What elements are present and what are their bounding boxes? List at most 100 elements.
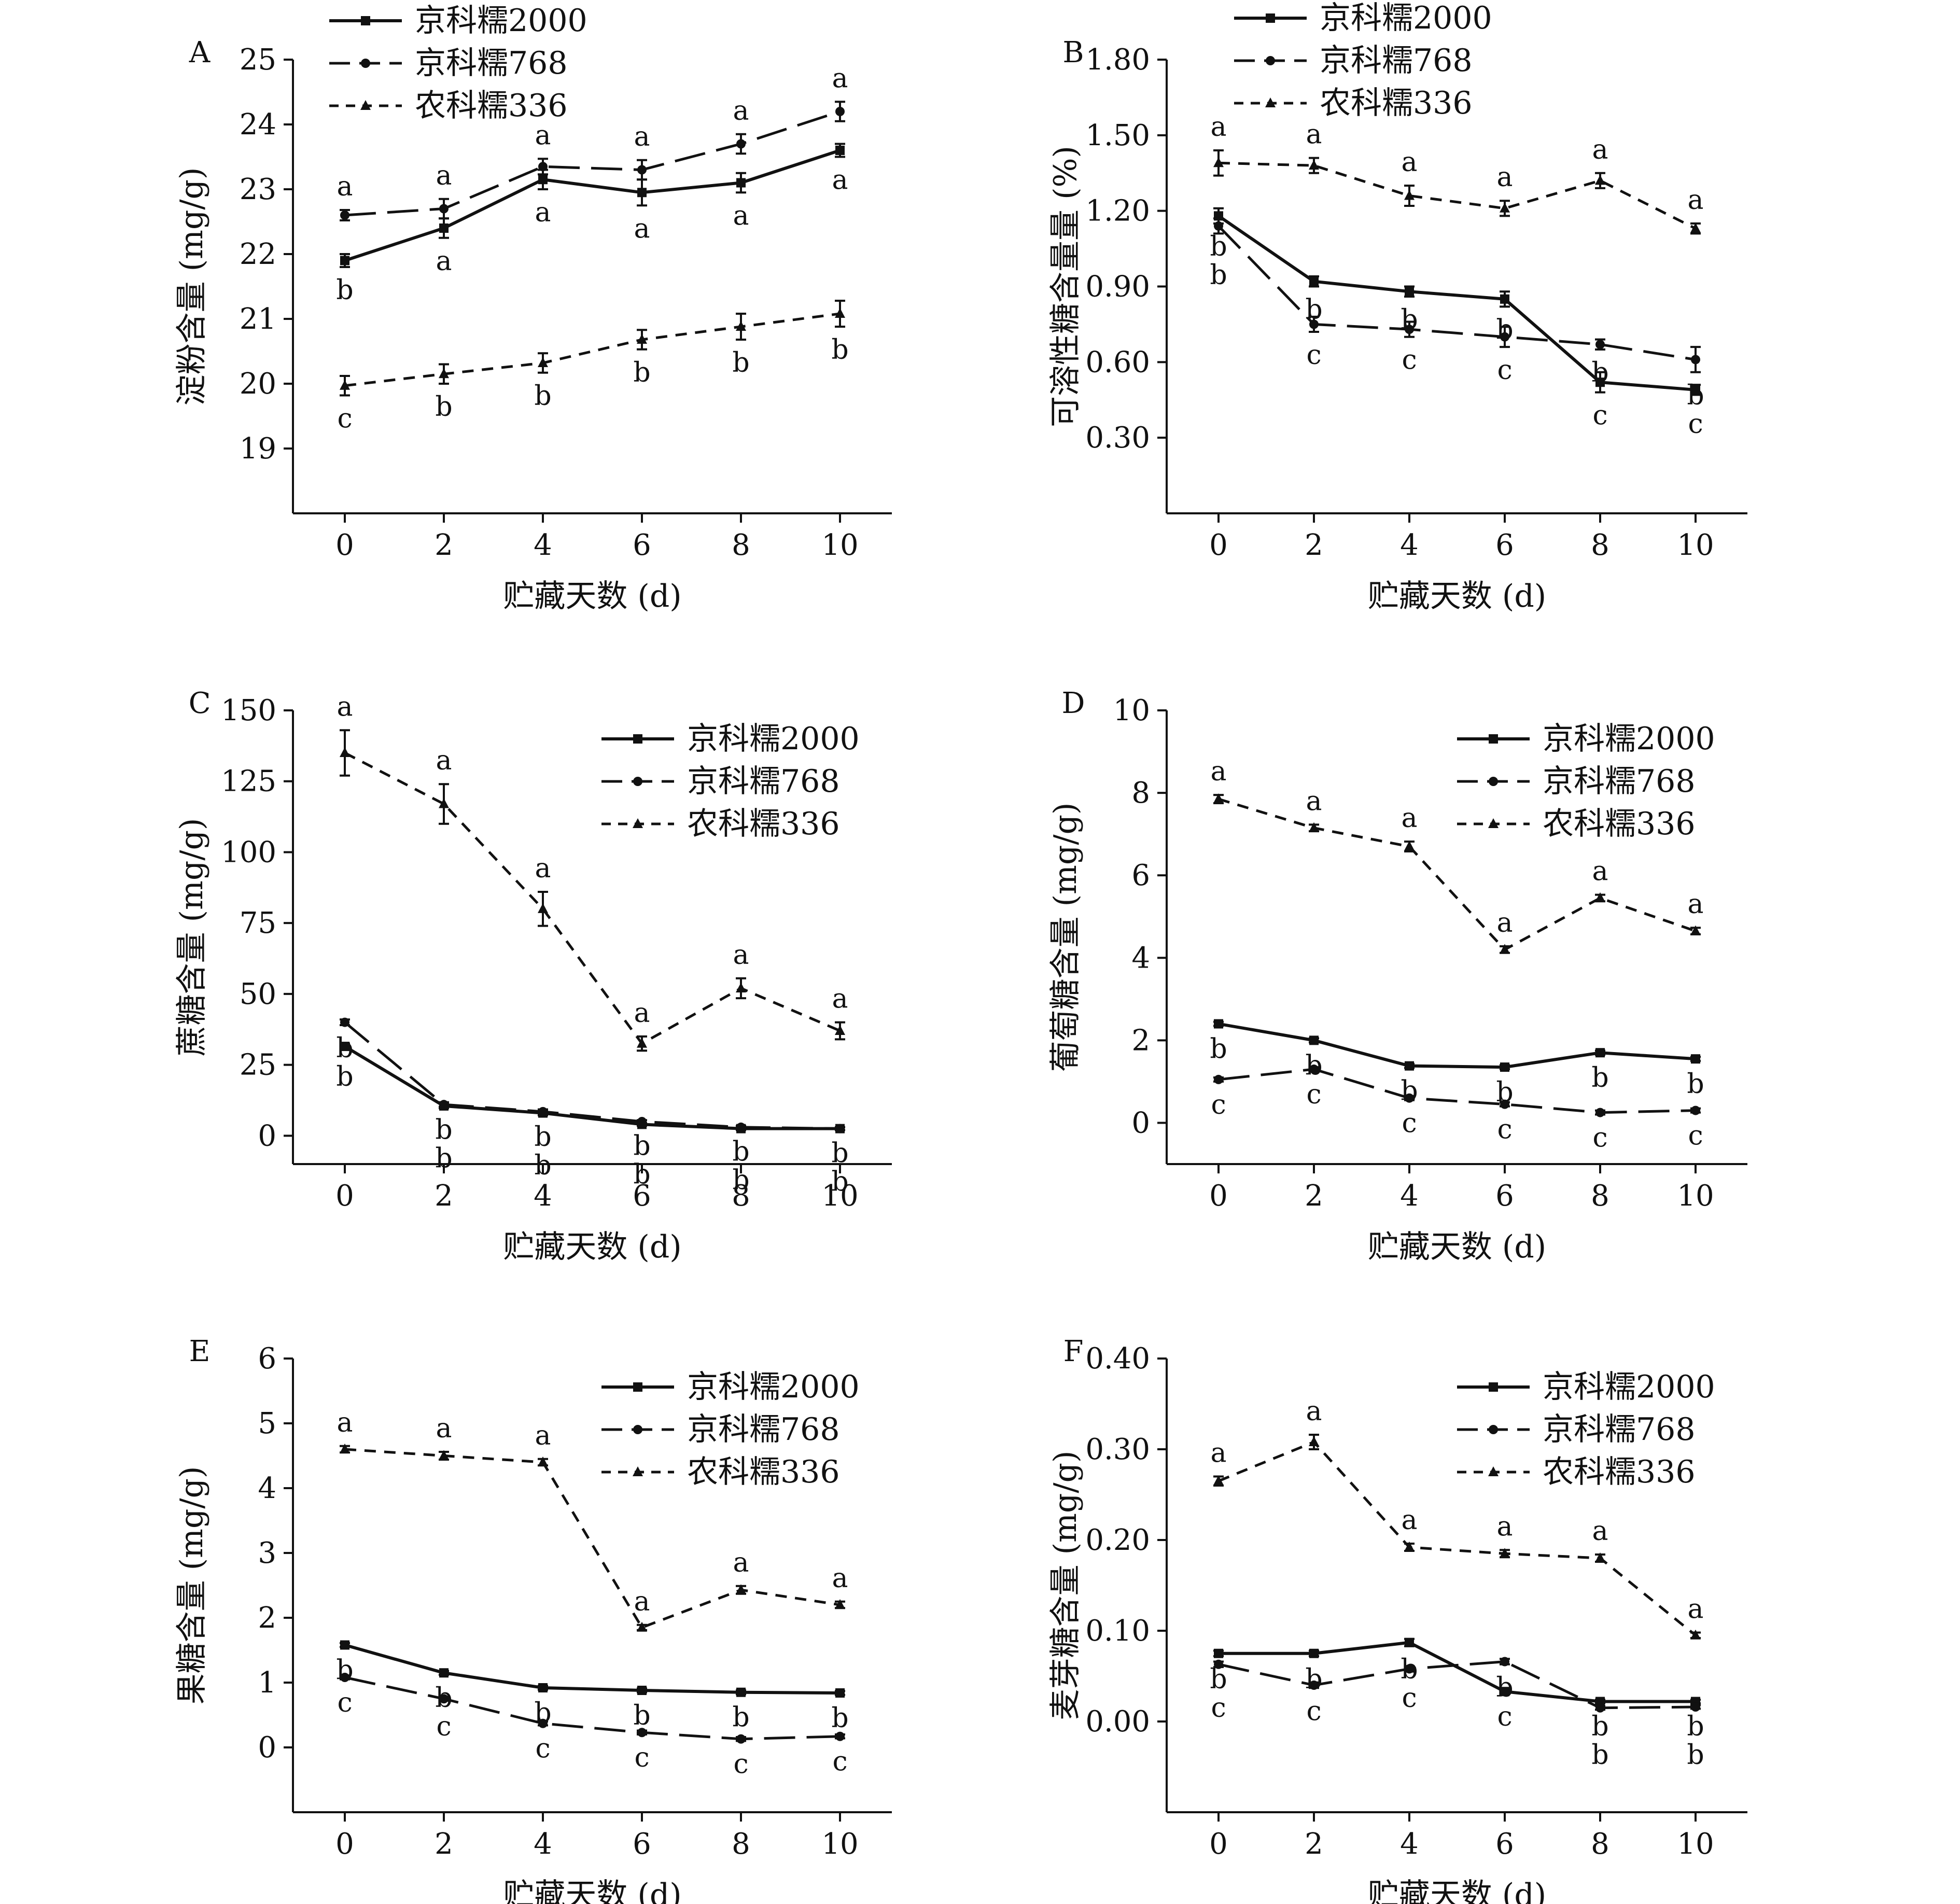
series-0 — [340, 1640, 845, 1698]
marker-circle — [1214, 1074, 1223, 1084]
significance-letter: a — [634, 121, 650, 152]
panel-letter: F — [1063, 1335, 1084, 1368]
significance-letter: c — [1497, 1114, 1512, 1145]
significance-letter: c — [1688, 1121, 1703, 1152]
series-2 — [340, 300, 845, 397]
marker-square — [361, 16, 370, 25]
panel-f: 0.00 0.10 0.20 0.30 0.40 0 2 4 6 8 10 贮藏天数 (d) 麦芽糖含量… — [1047, 1335, 1747, 1904]
marker-circle — [1214, 221, 1223, 231]
marker-triangle — [835, 1599, 845, 1609]
y-tick-label: 50 — [240, 977, 276, 1011]
significance-letter: b — [1591, 1740, 1608, 1771]
x-tick-label: 10 — [1677, 1827, 1714, 1861]
significance-letter: b — [633, 1159, 650, 1191]
y-tick-label: 0.30 — [1085, 1433, 1150, 1466]
x-tick-label: 8 — [732, 1827, 750, 1861]
significance-letter: a — [337, 171, 353, 202]
significance-letter: b — [1401, 1654, 1418, 1685]
marker-circle — [1691, 1105, 1700, 1115]
significance-letter: a — [733, 200, 749, 231]
marker-triangle — [340, 1444, 350, 1453]
marker-circle — [736, 1122, 746, 1132]
y-axis-label: 果糖含量 (mg/g) — [174, 1466, 210, 1705]
significance-letter: a — [1306, 1396, 1322, 1427]
y-tick-label: 20 — [240, 367, 276, 401]
marker-triangle — [633, 818, 643, 828]
significance-letter: a — [634, 1586, 650, 1617]
series-2 — [340, 729, 845, 1052]
series-1 — [340, 101, 845, 221]
series-line — [1217, 214, 1696, 391]
marker-square — [538, 1683, 548, 1692]
significance-letter: b — [435, 391, 452, 423]
significance-letter: c — [634, 1742, 649, 1773]
marker-square — [1500, 1687, 1509, 1697]
marker-square — [439, 223, 449, 233]
significance-letter: c — [337, 403, 352, 435]
marker-square — [1691, 385, 1700, 395]
panel-letter: A — [189, 36, 211, 69]
marker-square — [1489, 734, 1498, 744]
legend-label: 农科糯336 — [687, 1454, 840, 1490]
x-tick-label: 10 — [1677, 1179, 1714, 1213]
legend-label: 京科糯2000 — [1320, 0, 1492, 36]
significance-letter: b — [1687, 1740, 1704, 1771]
x-tick-label: 10 — [821, 1179, 858, 1213]
significance-letter: b — [1496, 1672, 1513, 1703]
marker-square — [1405, 1637, 1414, 1647]
y-axis-label: 葡萄糖含量 (mg/g) — [1047, 803, 1084, 1072]
significance-letter: c — [1306, 1696, 1321, 1727]
series-0 — [1213, 207, 1701, 396]
series-line — [1218, 797, 1696, 951]
significance-letter: b — [534, 1698, 551, 1729]
significance-letter: a — [436, 160, 452, 191]
x-tick-label: 2 — [435, 1179, 453, 1213]
y-tick-label: 1 — [258, 1666, 276, 1700]
marker-triangle — [439, 1450, 449, 1460]
marker-triangle — [637, 1038, 647, 1048]
marker-square — [1309, 1648, 1319, 1658]
series-line — [344, 110, 841, 217]
y-tick-label: 75 — [240, 906, 276, 940]
y-tick-label: 0.00 — [1085, 1705, 1150, 1739]
series-0 — [1213, 1019, 1701, 1072]
y-tick-label: 125 — [221, 765, 276, 799]
y-tick-label: 6 — [258, 1342, 276, 1376]
x-tick-label: 6 — [633, 528, 651, 562]
marker-square — [538, 175, 548, 185]
marker-triangle — [439, 798, 449, 808]
marker-triangle — [1488, 818, 1499, 828]
x-tick-label: 6 — [1495, 1827, 1514, 1861]
marker-triangle — [1595, 1552, 1605, 1562]
significance-letter: b — [831, 334, 848, 366]
y-tick-label: 8 — [1131, 776, 1150, 810]
significance-letter: b — [732, 1137, 749, 1168]
marker-circle — [361, 59, 370, 68]
marker-circle — [1214, 1659, 1223, 1669]
series-line — [1219, 1641, 1696, 1703]
x-tick-label: 4 — [534, 528, 552, 562]
significance-letter: a — [1401, 803, 1417, 834]
significance-letter: a — [535, 1420, 551, 1451]
significance-letter: a — [1401, 147, 1417, 178]
panel-letter: E — [189, 1335, 211, 1368]
marker-triangle — [1690, 925, 1701, 935]
significance-letter: a — [1210, 111, 1226, 143]
x-tick-label: 2 — [1305, 528, 1323, 562]
marker-circle — [1309, 319, 1319, 329]
marker-square — [1405, 287, 1414, 297]
series-line — [1217, 225, 1696, 361]
marker-triangle — [340, 747, 350, 758]
marker-triangle — [633, 1466, 643, 1476]
marker-square — [633, 1382, 642, 1392]
x-axis-label: 贮藏天数 (d) — [503, 578, 681, 614]
x-tick-label: 4 — [1400, 1179, 1419, 1213]
legend-label: 农科糯336 — [1543, 806, 1696, 842]
marker-triangle — [1213, 793, 1224, 804]
y-tick-label: 2 — [1131, 1024, 1150, 1057]
series-line — [1218, 1022, 1696, 1069]
significance-letter: c — [1592, 400, 1607, 431]
series-line — [1218, 1660, 1696, 1710]
x-tick-label: 6 — [1495, 1179, 1514, 1213]
marker-circle — [1266, 56, 1275, 65]
